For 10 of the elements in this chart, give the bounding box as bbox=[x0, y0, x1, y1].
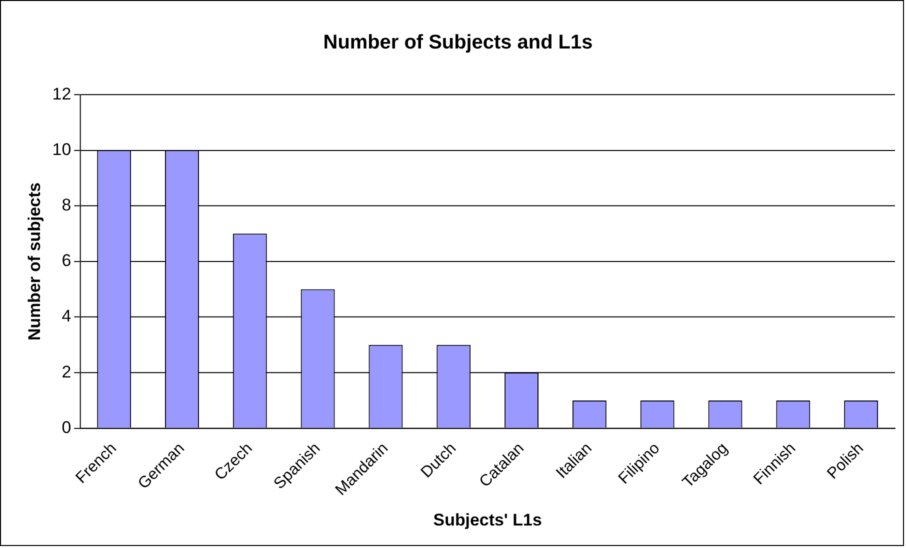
y-axis-title: Number of subjects bbox=[24, 182, 44, 340]
y-tick-label: 6 bbox=[62, 251, 72, 270]
y-tick-label: 10 bbox=[52, 140, 72, 159]
y-tick-label: 2 bbox=[62, 362, 72, 382]
chart-title: Number of Subjects and L1s bbox=[323, 31, 593, 54]
y-tick-label: 8 bbox=[62, 196, 72, 215]
y-tick-label: 4 bbox=[62, 306, 72, 326]
y-tick-label: 12 bbox=[52, 84, 72, 104]
x-axis-title: Subjects' L1s bbox=[433, 510, 542, 530]
y-tick-label: 0 bbox=[62, 418, 72, 437]
